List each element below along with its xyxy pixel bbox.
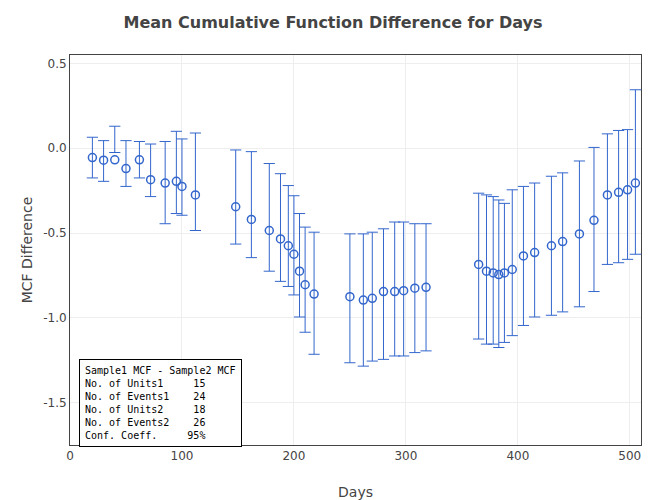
svg-text:100: 100 xyxy=(171,449,194,463)
svg-text:0.0: 0.0 xyxy=(48,141,67,155)
svg-text:0.5: 0.5 xyxy=(48,57,67,71)
svg-text:Days: Days xyxy=(338,484,373,500)
svg-text:MCF Difference: MCF Difference xyxy=(19,197,35,304)
svg-text:200: 200 xyxy=(282,449,305,463)
svg-text:-0.5: -0.5 xyxy=(43,226,66,240)
svg-text:400: 400 xyxy=(506,449,529,463)
svg-text:-1.5: -1.5 xyxy=(43,396,66,410)
svg-text:300: 300 xyxy=(394,449,417,463)
svg-text:Mean Cumulative Function Diffe: Mean Cumulative Function Difference for … xyxy=(123,13,542,32)
svg-text:0: 0 xyxy=(66,449,74,463)
svg-text:-1.0: -1.0 xyxy=(43,311,66,325)
svg-text:Sample1 MCF - Sample2 MCFNo. o: Sample1 MCF - Sample2 MCFNo. of Units1 1… xyxy=(85,365,236,441)
svg-text:500: 500 xyxy=(618,449,641,463)
